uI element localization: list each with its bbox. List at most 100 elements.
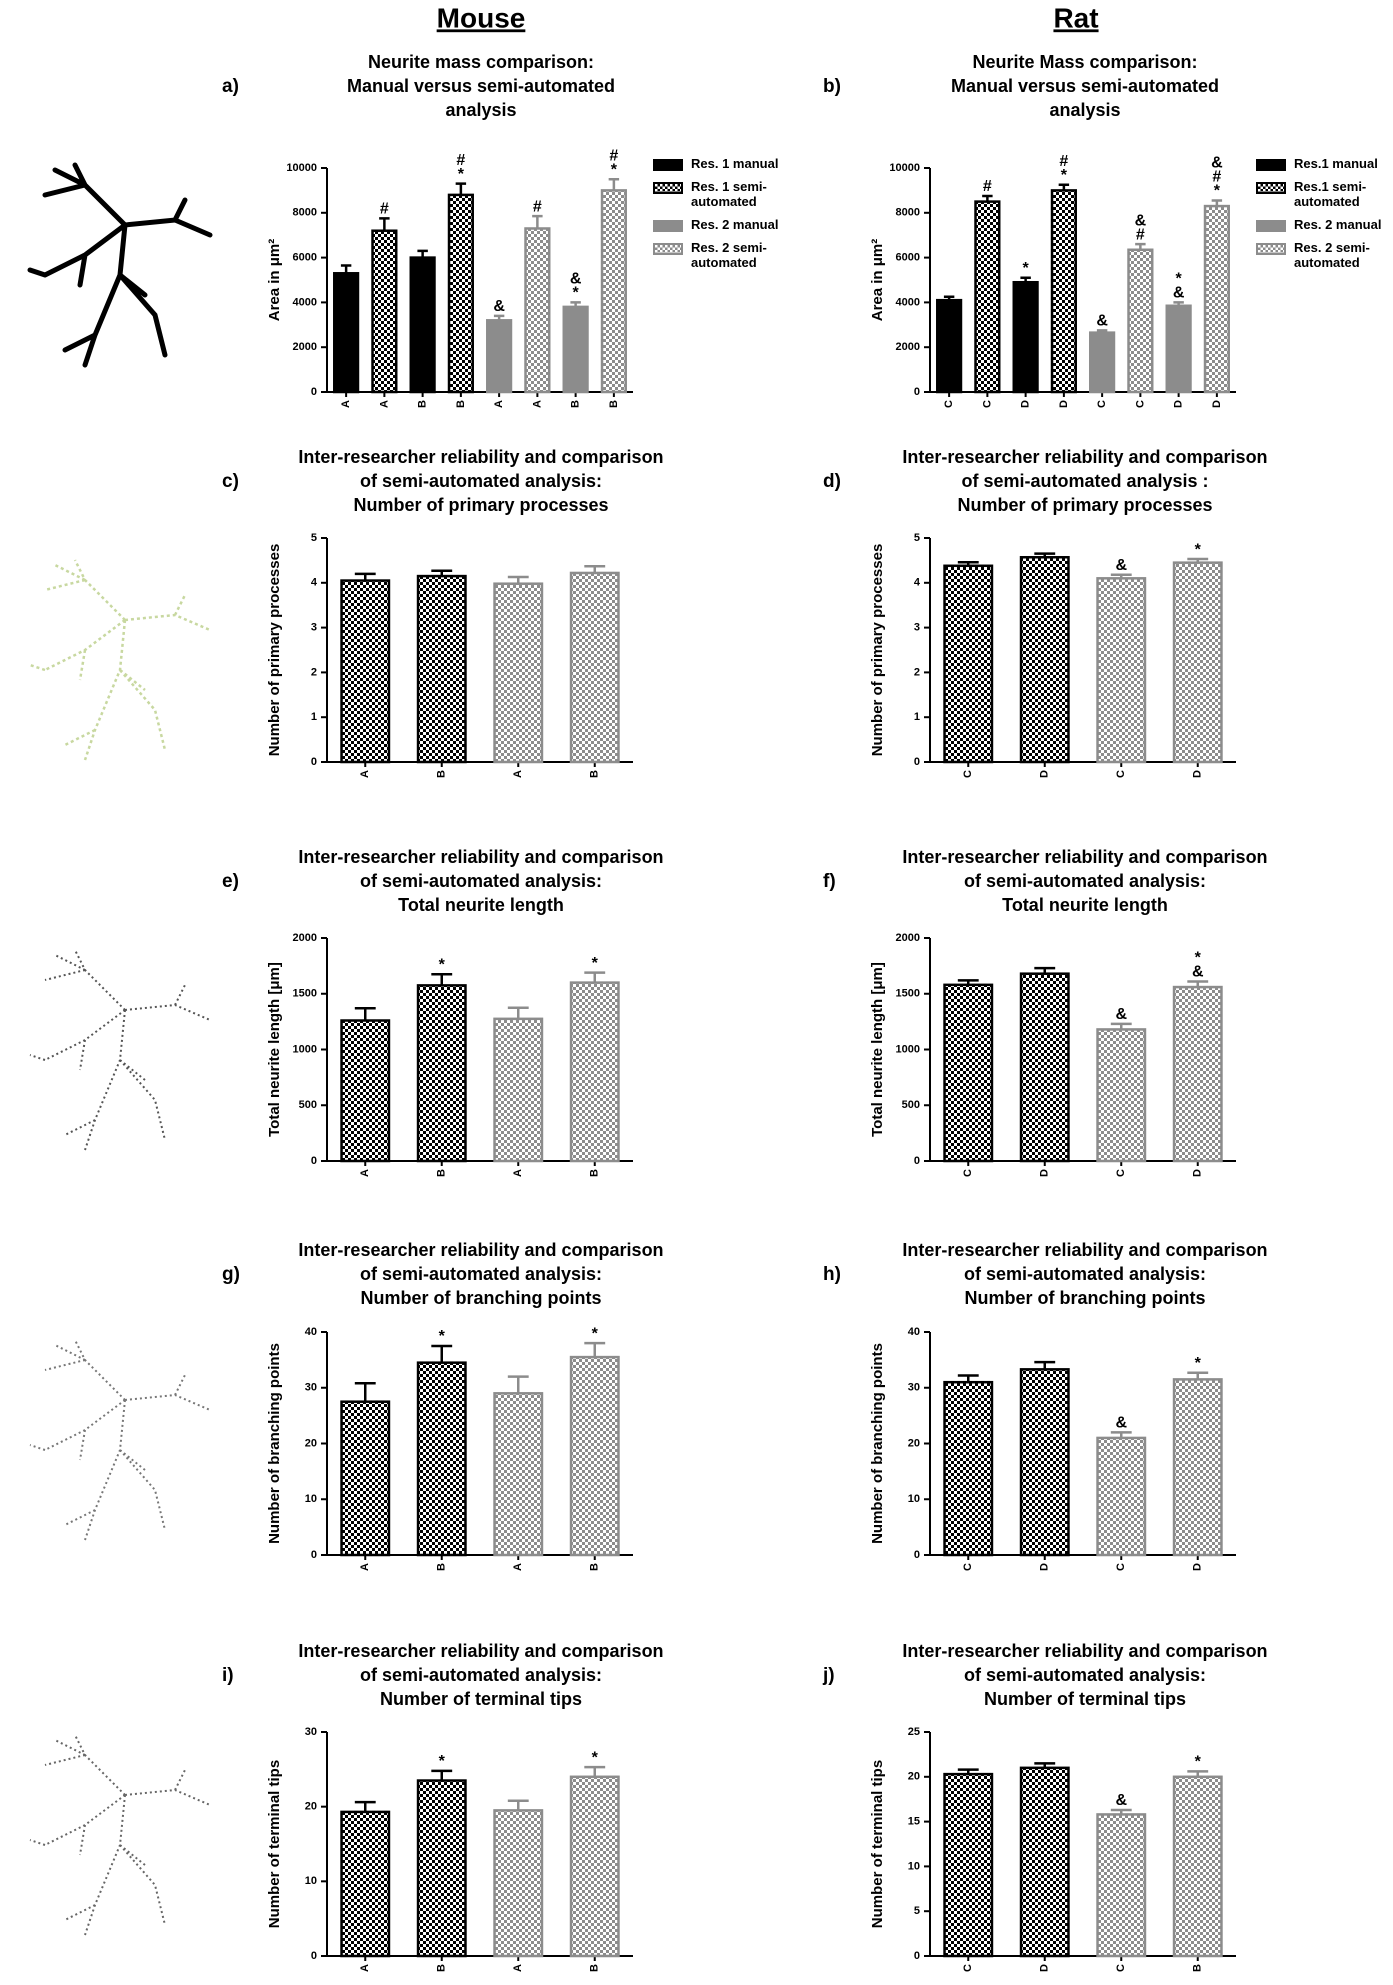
- bar: [340, 1019, 391, 1163]
- panel-label: d): [823, 471, 841, 492]
- significance-mark: *: [1176, 271, 1183, 288]
- error-bar: [354, 1382, 376, 1402]
- y-tick-label: 2: [311, 666, 317, 678]
- significance-mark: #: [456, 152, 465, 169]
- significance-mark: *: [592, 955, 599, 972]
- chart-title: Number of terminal tips: [380, 1689, 582, 1709]
- x-tick-label: A: [359, 1563, 371, 1571]
- y-tick-label: 3: [914, 622, 920, 634]
- legend-item: Res. 2 semi-automated: [1256, 240, 1391, 270]
- chart-title: Inter-researcher reliability and compari…: [298, 447, 663, 467]
- chart-title: Number of branching points: [361, 1288, 602, 1308]
- column-header: Rat: [1053, 2, 1098, 33]
- chart-title: Manual versus semi-automated: [347, 76, 615, 96]
- error-bar: [584, 971, 606, 983]
- y-tick-label: 0: [914, 1549, 920, 1561]
- chart-title: of semi-automated analysis:: [964, 1264, 1206, 1284]
- chart-title: of semi-automated analysis:: [360, 1264, 602, 1284]
- x-tick-label: C: [943, 400, 955, 408]
- x-tick-label: A: [359, 770, 371, 778]
- neuron-image: [29, 1734, 211, 1936]
- significance-mark: #: [609, 147, 618, 164]
- bar: [1172, 985, 1223, 1163]
- legend-item: Res. 1 semi-automated: [653, 179, 788, 209]
- bar: [1172, 1378, 1223, 1557]
- x-tick-label: C: [962, 1563, 974, 1571]
- significance-mark: *: [611, 161, 618, 178]
- error-bar: [507, 1006, 529, 1019]
- panel: f) Inter-researcher reliability and compa…: [823, 847, 1268, 1177]
- bar: [936, 298, 963, 394]
- significance-mark: &: [493, 298, 505, 315]
- y-tick-label: 4: [311, 577, 318, 589]
- y-tick-label: 0: [311, 1950, 317, 1962]
- panel: d) Inter-researcher reliability and compa…: [823, 447, 1268, 778]
- legend: Res. 1 manual Res. 1 semi-automated Res. 2…: [653, 156, 788, 270]
- legend-label: Res. 2 semi-automated: [691, 240, 767, 270]
- chart-title: of semi-automated analysis:: [964, 871, 1206, 891]
- bar: [1019, 1766, 1070, 1958]
- significance-mark: &: [1096, 313, 1108, 330]
- bar: [1127, 248, 1154, 394]
- significance-mark: &: [570, 271, 582, 288]
- legend-swatch: [653, 182, 683, 194]
- chart-title: Neurite mass comparison:: [368, 52, 594, 72]
- error-bar: [379, 217, 390, 231]
- chart-title: Inter-researcher reliability and compari…: [298, 847, 663, 867]
- y-tick-label: 6000: [293, 252, 317, 264]
- chart-title: Total neurite length: [1002, 895, 1168, 915]
- legend-label: Res. 2 semi-automated: [1294, 240, 1370, 270]
- y-tick-label: 0: [914, 386, 920, 398]
- x-tick-label: A: [359, 1964, 371, 1972]
- legend-swatch: [1256, 182, 1286, 194]
- significance-mark: #: [380, 201, 389, 218]
- y-tick-label: 1000: [293, 1043, 317, 1055]
- panel: h) Inter-researcher reliability and compa…: [823, 1240, 1268, 1571]
- panel: j) Inter-researcher reliability and compa…: [822, 1641, 1268, 1972]
- chart-title: Inter-researcher reliability and compari…: [298, 1240, 663, 1260]
- error-bar: [455, 182, 467, 195]
- error-bar: [608, 177, 620, 191]
- panel-label: h): [823, 1264, 841, 1285]
- x-tick-label: A: [359, 1169, 371, 1177]
- y-tick-label: 4: [914, 577, 921, 589]
- bar: [569, 1355, 620, 1557]
- chart-title: Inter-researcher reliability and compari…: [902, 1641, 1267, 1661]
- bar: [416, 1779, 467, 1958]
- legend-box: Res.1 manual Res.1 semi-automated Res. 2 m…: [1256, 156, 1391, 270]
- panel: i) Inter-researcher reliability and compa…: [222, 1641, 664, 1972]
- x-tick-label: C: [1115, 1169, 1127, 1177]
- y-tick-label: 10000: [286, 162, 317, 174]
- y-tick-label: 5: [914, 1905, 920, 1917]
- chart-title: Inter-researcher reliability and compari…: [902, 447, 1267, 467]
- bar: [409, 256, 436, 394]
- panel: c) Inter-researcher reliability and compa…: [222, 447, 664, 778]
- chart-title: Manual versus semi-automated: [951, 76, 1219, 96]
- x-tick-label: D: [1173, 400, 1185, 408]
- chart-title: Number of primary processes: [353, 495, 608, 515]
- bar: [1019, 1368, 1070, 1557]
- bar: [371, 229, 398, 394]
- x-tick-label: B: [570, 400, 582, 408]
- x-tick-label: B: [436, 1964, 448, 1972]
- chart-title: Inter-researcher reliability and compari…: [902, 1240, 1267, 1260]
- bar: [493, 582, 544, 764]
- bar: [486, 319, 513, 394]
- y-tick-label: 30: [908, 1382, 920, 1394]
- panel-label: f): [823, 871, 836, 892]
- significance-mark: &: [1115, 1006, 1127, 1023]
- y-tick-label: 2: [914, 666, 920, 678]
- y-tick-label: 20: [908, 1771, 920, 1783]
- x-tick-label: B: [417, 400, 429, 408]
- legend-item: Res. 2 manual: [653, 217, 788, 232]
- y-tick-label: 3: [311, 622, 317, 634]
- panel: g) Inter-researcher reliability and compa…: [222, 1240, 664, 1571]
- y-tick-label: 6000: [896, 252, 920, 264]
- x-tick-label: B: [1192, 1964, 1204, 1972]
- bar: [1096, 1436, 1147, 1557]
- y-tick-label: 1: [311, 711, 317, 723]
- panel: e) Inter-researcher reliability and compa…: [222, 847, 664, 1177]
- legend-label: Res.1 manual: [1294, 156, 1378, 171]
- y-tick-label: 1000: [896, 1043, 920, 1055]
